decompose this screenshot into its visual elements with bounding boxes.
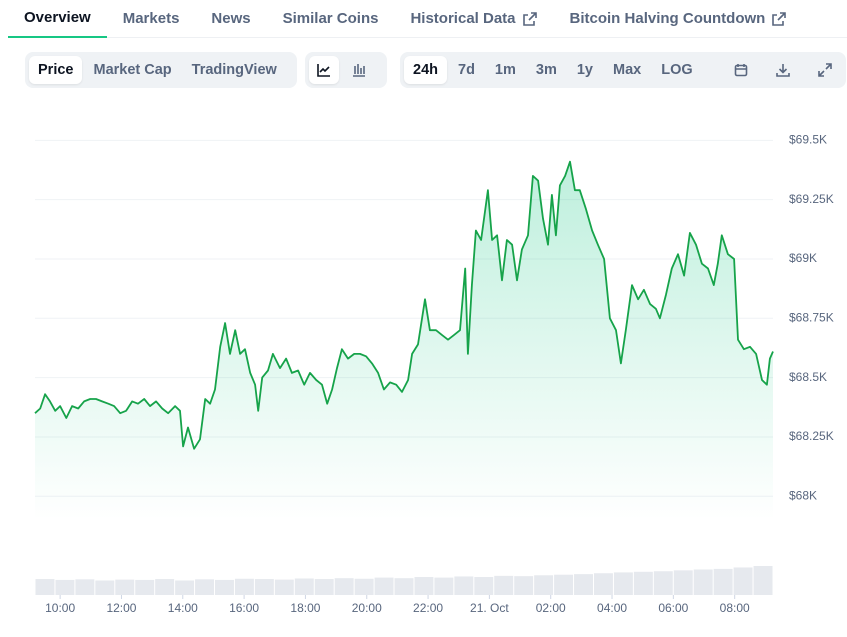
tab[interactable]: Markets — [107, 0, 196, 37]
x-tick-label: 14:00 — [168, 601, 198, 615]
volume-bar — [75, 579, 95, 595]
volume-bar — [334, 578, 354, 595]
volume-bar — [474, 577, 494, 595]
volume-bar — [274, 579, 294, 595]
tab[interactable]: Bitcoin Halving Countdown — [554, 0, 804, 37]
volume-bar — [394, 578, 414, 595]
range-button[interactable]: 1y — [576, 62, 593, 78]
x-tick-label: 12:00 — [106, 601, 136, 615]
volume-bar — [234, 578, 254, 595]
x-tick-label: 22:00 — [413, 601, 443, 615]
range-button[interactable]: Max — [613, 62, 642, 78]
mode-button[interactable]: Price — [29, 56, 83, 84]
volume-bar — [195, 579, 215, 595]
volume-bar — [733, 567, 753, 595]
volume-bar — [95, 580, 115, 595]
x-tick-label: 04:00 — [597, 601, 627, 615]
x-tick-label: 06:00 — [658, 601, 688, 615]
y-tick-label: $68.75K — [789, 310, 834, 324]
tab-label: Markets — [122, 9, 180, 27]
x-tick-label: 10:00 — [45, 601, 75, 615]
range-group: 24h 7d 1m 3m 1y Max LOG — [400, 52, 846, 88]
y-tick-label: $69.5K — [789, 133, 827, 147]
mode-button[interactable]: Market Cap — [93, 62, 172, 78]
volume-bar — [115, 579, 135, 595]
tab[interactable]: Overview — [8, 0, 107, 38]
volume-bar — [653, 571, 673, 595]
tab[interactable]: Historical Data — [394, 0, 553, 37]
volume-bar — [294, 578, 314, 595]
tab-label: Bitcoin Halving Countdown — [569, 9, 766, 27]
mode-button[interactable]: TradingView — [191, 62, 277, 78]
volume-bar — [35, 579, 55, 595]
range-button[interactable]: LOG — [661, 62, 693, 78]
x-tick-label: 08:00 — [720, 601, 750, 615]
tab-bar: Overview Markets News Similar Coins Historic… — [8, 0, 847, 38]
y-tick-label: $68.25K — [789, 429, 834, 443]
range-button[interactable]: 3m — [535, 62, 557, 78]
tab-label: News — [211, 9, 251, 27]
range-button[interactable]: 7d — [458, 62, 475, 78]
tab-label: Similar Coins — [282, 9, 379, 27]
volume-bar — [434, 577, 454, 595]
volume-bar — [574, 574, 593, 595]
volume-bar — [554, 574, 574, 595]
volume-bar — [693, 569, 713, 595]
x-tick-label: 21. Oct — [470, 601, 509, 615]
y-tick-label: $69K — [789, 251, 817, 265]
calendar-button[interactable] — [726, 56, 756, 84]
volume-bar — [414, 577, 434, 595]
volume-bar — [155, 579, 175, 595]
volume-bar — [633, 571, 653, 595]
volume-bar — [374, 577, 394, 595]
external-link-icon — [772, 11, 787, 26]
volume-bar — [753, 566, 773, 595]
volume-bar — [55, 579, 75, 595]
candle-chart-button[interactable] — [341, 56, 377, 84]
volume-bar — [354, 578, 374, 595]
tab-label: Historical Data — [410, 9, 516, 27]
x-tick-label: 18:00 — [290, 601, 320, 615]
volume-bar — [514, 576, 534, 595]
line-chart-button[interactable] — [309, 56, 339, 84]
tab-label: Overview — [24, 9, 91, 26]
tab[interactable]: News — [195, 0, 266, 37]
price-line — [34, 160, 774, 450]
x-tick-label: 20:00 — [352, 601, 382, 615]
chart-style-group — [305, 52, 387, 88]
volume-bar — [494, 575, 514, 595]
volume-bar — [254, 579, 274, 595]
volume-bar — [175, 580, 195, 595]
fullscreen-button[interactable] — [808, 56, 842, 84]
price-area — [35, 161, 773, 520]
download-button[interactable] — [766, 56, 800, 84]
external-link-icon — [522, 11, 537, 26]
range-button[interactable]: 1m — [494, 62, 516, 78]
tab[interactable]: Similar Coins — [267, 0, 395, 37]
range-button[interactable]: 24h — [404, 56, 447, 84]
volume-bar — [673, 570, 693, 595]
x-tick-label: 16:00 — [229, 601, 259, 615]
y-tick-label: $69.25K — [789, 192, 834, 206]
y-tick-label: $68.5K — [789, 370, 827, 384]
x-tick-label: 02:00 — [536, 601, 566, 615]
volume-bar — [314, 579, 334, 595]
volume-bar — [215, 579, 234, 595]
volume-bar — [135, 579, 155, 595]
volume-bar — [534, 575, 554, 595]
volume-bar — [713, 568, 733, 595]
y-tick-label: $68K — [789, 488, 817, 502]
volume-bar — [454, 576, 474, 595]
volume-bar — [593, 573, 613, 595]
volume-bar — [613, 572, 633, 595]
chart-mode-group: Price Market Cap TradingView — [25, 52, 297, 88]
